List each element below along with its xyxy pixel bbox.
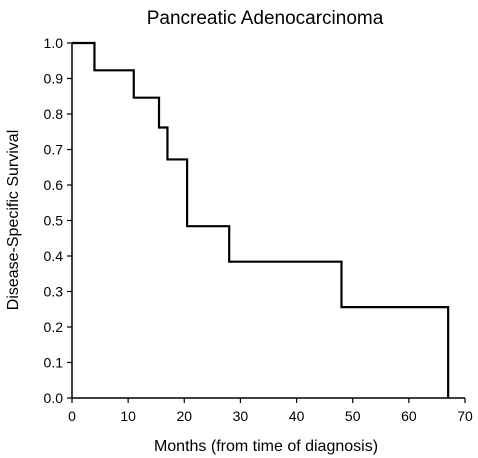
y-tick-label: 0.1 [44, 355, 64, 371]
x-axis: 0 10 20 30 40 50 60 70 [68, 397, 473, 424]
series-layer [72, 41, 450, 398]
y-tick-label: 0.7 [44, 142, 64, 158]
y-tick-label: 0.4 [44, 248, 64, 264]
y-tick-label: 1.0 [44, 35, 64, 51]
survival-curve [72, 41, 450, 398]
x-tick-label: 20 [176, 408, 192, 424]
y-tick-label: 0.8 [44, 106, 64, 122]
chart-title: Pancreatic Adenocarcinoma [147, 8, 384, 29]
y-axis: 0.0 0.1 0.2 0.3 0.4 0.5 0.6 0.7 0.8 0.9 1.0 [44, 35, 73, 406]
x-tick-label: 30 [233, 408, 249, 424]
y-tick-label: 0.0 [44, 390, 64, 406]
x-axis-label: Months (from time of diagnosis) [154, 438, 378, 455]
x-tick-label: 40 [289, 408, 305, 424]
y-tick-label: 0.2 [44, 319, 64, 335]
y-tick-label: 0.9 [44, 71, 64, 87]
y-tick-label: 0.5 [44, 213, 64, 229]
x-tick-label: 10 [120, 408, 136, 424]
y-axis-label: Disease-Specific Survival [5, 130, 22, 311]
x-tick-label: 50 [345, 408, 361, 424]
y-tick-label: 0.6 [44, 177, 64, 193]
x-tick-label: 60 [401, 408, 417, 424]
x-tick-label: 70 [457, 408, 473, 424]
y-tick-label: 0.3 [44, 284, 64, 300]
x-tick-label: 0 [68, 408, 76, 424]
